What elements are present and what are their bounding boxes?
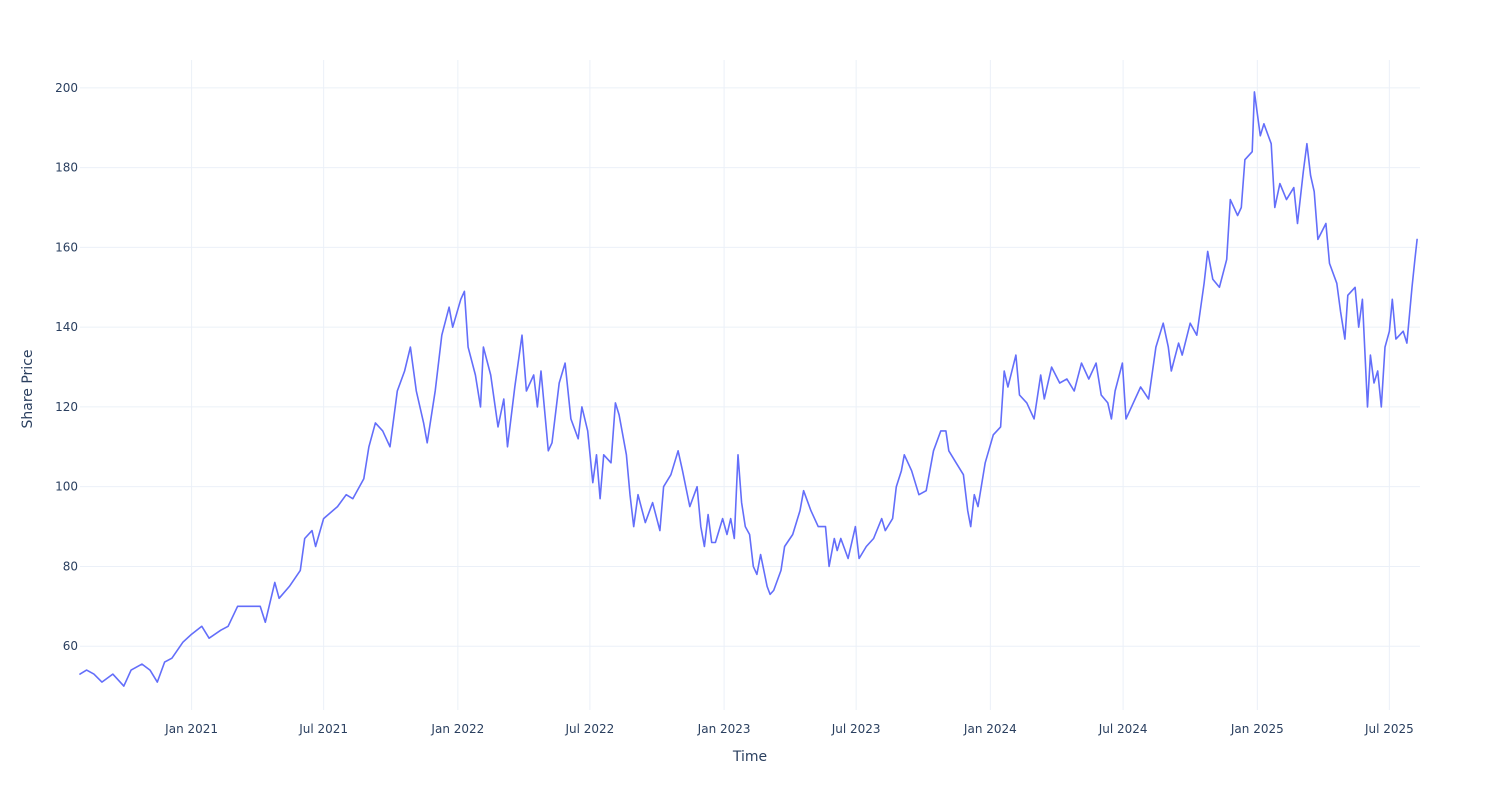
y-axis-title: Share Price: [20, 349, 36, 428]
x-tick-label: Jul 2025: [1364, 722, 1414, 736]
x-axis-title: Time: [732, 749, 767, 765]
x-tick-label: Jan 2024: [963, 722, 1017, 736]
axis-tick-labels: 60 80 100 120 140 160 180 200 Jan 2021 Jul 2021 Ja…: [55, 81, 1414, 736]
x-tick-label: Jul 2023: [831, 722, 881, 736]
x-tick-label: Jul 2024: [1098, 722, 1148, 736]
y-tick-label: 160: [55, 240, 78, 254]
y-tick-label: 200: [55, 81, 78, 95]
x-tick-label: Jul 2021: [298, 722, 348, 736]
x-tick-label: Jan 2023: [697, 722, 751, 736]
x-tick-label: Jan 2021: [164, 722, 218, 736]
series-line-share-price: [79, 91, 1418, 687]
y-tick-label: 80: [63, 559, 78, 573]
x-tick-label: Jan 2022: [430, 722, 484, 736]
y-tick-label: 180: [55, 161, 78, 175]
y-tick-label: 120: [55, 400, 78, 414]
x-tick-label: Jan 2025: [1230, 722, 1284, 736]
y-tick-label: 60: [63, 639, 78, 653]
x-tick-label: Jul 2022: [564, 722, 614, 736]
grid-lines: [80, 60, 1420, 710]
plot-area: [79, 91, 1418, 687]
y-tick-label: 140: [55, 320, 78, 334]
y-tick-label: 100: [55, 480, 78, 494]
